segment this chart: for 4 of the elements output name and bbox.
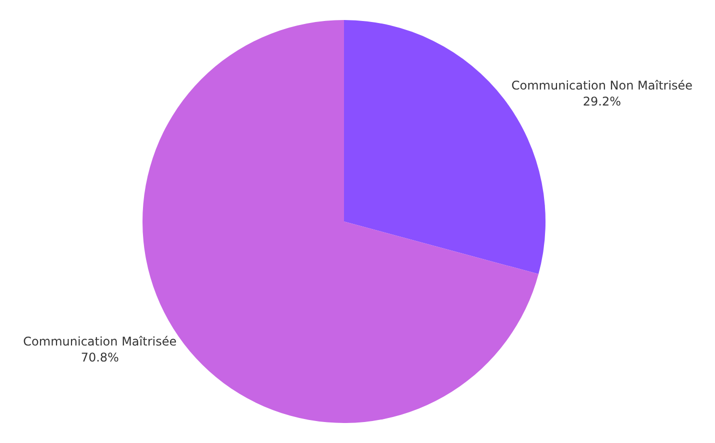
slice-label: Communication Non Maîtrisée: [511, 78, 693, 93]
slice-label: Communication Maîtrisée: [23, 334, 177, 349]
data-label: 29.2%: [582, 94, 622, 108]
data-label: 70.8%: [80, 350, 119, 364]
